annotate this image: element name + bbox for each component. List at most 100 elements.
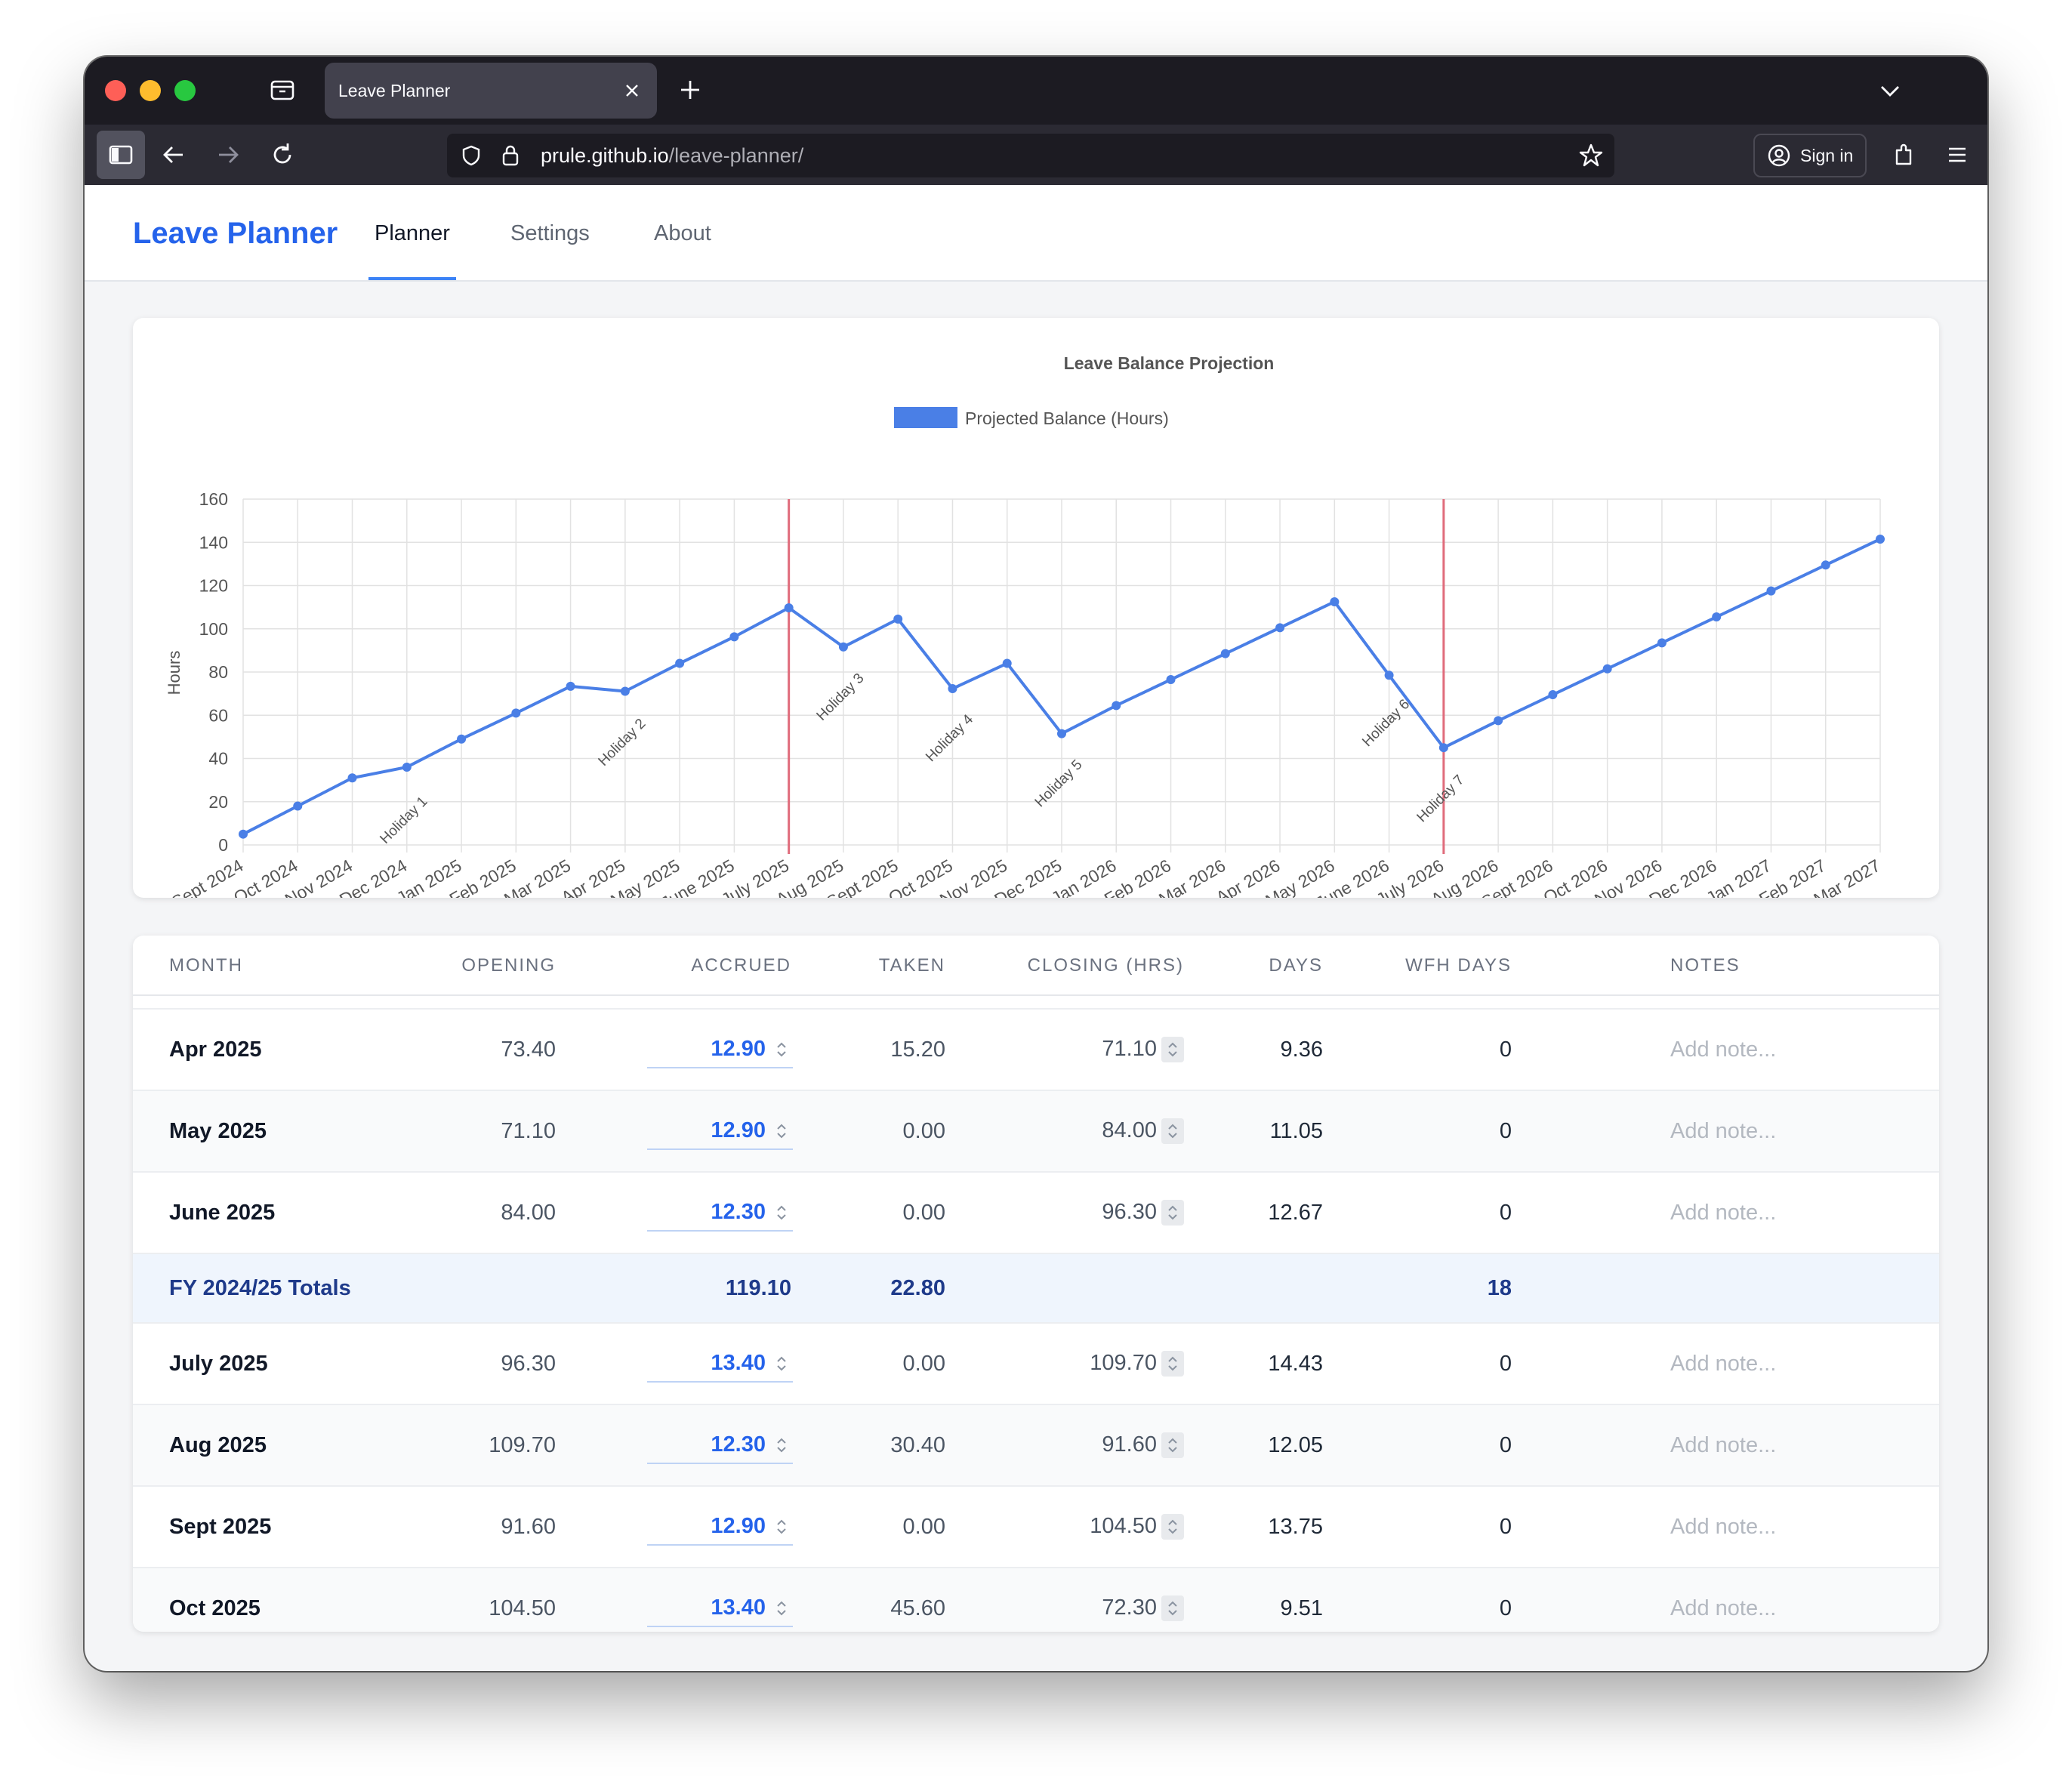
closing-stepper[interactable] — [1161, 1037, 1184, 1062]
menu-button[interactable] — [1933, 131, 1981, 179]
back-button[interactable] — [150, 131, 198, 179]
stepper-icon[interactable] — [773, 1515, 790, 1538]
maximize-window-button[interactable] — [174, 80, 196, 101]
notes-input[interactable]: Add note... — [1670, 1037, 1777, 1062]
data-point[interactable] — [511, 708, 521, 718]
th-opening[interactable]: OPENING — [461, 955, 556, 976]
closing-input[interactable]: 84.00 — [1033, 1114, 1184, 1148]
data-point[interactable] — [239, 829, 248, 839]
data-point[interactable] — [729, 632, 739, 642]
data-point[interactable] — [1220, 649, 1230, 658]
notes-input[interactable]: Add note... — [1670, 1352, 1777, 1376]
data-point[interactable] — [948, 684, 957, 694]
data-point[interactable] — [1275, 623, 1285, 633]
reload-button[interactable] — [258, 131, 307, 179]
th-taken[interactable]: TAKEN — [878, 955, 945, 976]
closing-stepper[interactable] — [1161, 1514, 1184, 1540]
data-point[interactable] — [1602, 664, 1612, 674]
stepper-icon[interactable] — [773, 1120, 790, 1142]
nav-planner[interactable]: Planner — [375, 221, 450, 245]
closing-stepper[interactable] — [1161, 1200, 1184, 1226]
closing-stepper[interactable] — [1161, 1351, 1184, 1377]
sign-in-button[interactable]: Sign in — [1753, 134, 1867, 177]
data-point[interactable] — [1384, 671, 1394, 680]
closing-input[interactable]: 91.60 — [1033, 1428, 1184, 1463]
shield-icon[interactable] — [459, 143, 483, 168]
data-point[interactable] — [1438, 743, 1448, 753]
accrued-input[interactable]: 12.90 — [647, 1032, 793, 1068]
data-point[interactable] — [402, 762, 412, 772]
close-window-button[interactable] — [105, 80, 126, 101]
lock-icon[interactable] — [498, 143, 523, 168]
notes-input[interactable]: Add note... — [1670, 1119, 1777, 1143]
th-notes[interactable]: NOTES — [1670, 955, 1741, 976]
accrued-input[interactable]: 12.30 — [647, 1428, 793, 1464]
data-point[interactable] — [675, 658, 685, 668]
stepper-icon[interactable] — [773, 1352, 790, 1375]
closing-stepper[interactable] — [1161, 1432, 1184, 1458]
data-point[interactable] — [838, 642, 848, 652]
nav-about[interactable]: About — [654, 221, 711, 245]
sidebar-toggle-button[interactable] — [97, 131, 145, 179]
notes-input[interactable]: Add note... — [1670, 1433, 1777, 1457]
th-month[interactable]: MONTH — [169, 955, 243, 976]
notes-input[interactable]: Add note... — [1670, 1201, 1777, 1225]
th-days[interactable]: DAYS — [1269, 955, 1323, 976]
accrued-input[interactable]: 12.90 — [647, 1114, 793, 1150]
new-tab-icon[interactable] — [677, 76, 704, 103]
data-point[interactable] — [347, 773, 357, 783]
data-point[interactable] — [566, 681, 575, 691]
accrued-input[interactable]: 13.40 — [647, 1591, 793, 1627]
data-point[interactable] — [457, 734, 467, 744]
extensions-button[interactable] — [1880, 131, 1929, 179]
accrued-input[interactable]: 12.90 — [647, 1509, 793, 1546]
th-closing[interactable]: CLOSING (HRS) — [1027, 955, 1184, 976]
data-point[interactable] — [1766, 586, 1776, 596]
stepper-icon[interactable] — [773, 1201, 790, 1224]
tab-leave-planner[interactable]: Leave Planner — [325, 63, 657, 119]
th-accrued[interactable]: ACCRUED — [691, 955, 791, 976]
data-point[interactable] — [1657, 638, 1667, 648]
address-bar[interactable]: prule.github.io/leave-planner/ — [447, 134, 1614, 177]
tab-groups-icon[interactable] — [267, 75, 298, 105]
closing-input[interactable]: 104.50 — [1033, 1509, 1184, 1544]
closing-input[interactable]: 72.30 — [1033, 1591, 1184, 1626]
th-wfh[interactable]: WFH DAYS — [1405, 955, 1512, 976]
closing-input[interactable]: 109.70 — [1033, 1346, 1184, 1381]
accrued-input[interactable]: 13.40 — [647, 1346, 793, 1383]
closing-input[interactable]: 71.10 — [1033, 1032, 1184, 1067]
stepper-icon[interactable] — [773, 1434, 790, 1457]
data-point[interactable] — [784, 603, 794, 612]
forward-button[interactable] — [204, 131, 252, 179]
notes-input[interactable]: Add note... — [1670, 1596, 1777, 1620]
data-point[interactable] — [1821, 560, 1830, 570]
data-point[interactable] — [1494, 716, 1503, 726]
browser-window: Leave Planner — [85, 57, 1987, 1671]
data-point[interactable] — [1330, 597, 1340, 606]
minimize-window-button[interactable] — [140, 80, 161, 101]
data-point[interactable] — [1002, 658, 1012, 668]
accrued-input[interactable]: 12.30 — [647, 1195, 793, 1232]
bookmark-star-icon[interactable] — [1578, 143, 1604, 168]
data-point[interactable] — [1057, 729, 1066, 738]
data-point[interactable] — [893, 614, 903, 624]
closing-stepper[interactable] — [1161, 1595, 1184, 1621]
closing-stepper[interactable] — [1161, 1118, 1184, 1144]
close-tab-icon[interactable] — [622, 81, 642, 100]
table-body[interactable]: Apr 2025 73.40 12.90 15.20 71.10 9.36 0 Add not… — [133, 1008, 1939, 1632]
data-point[interactable] — [1112, 701, 1121, 711]
closing-input[interactable]: 96.30 — [1033, 1195, 1184, 1230]
stepper-icon[interactable] — [773, 1038, 790, 1061]
data-point[interactable] — [1876, 534, 1885, 544]
data-point[interactable] — [1712, 612, 1722, 622]
url-text[interactable]: prule.github.io/leave-planner/ — [541, 134, 803, 177]
stepper-icon[interactable] — [773, 1597, 790, 1620]
app-brand[interactable]: Leave Planner — [133, 217, 338, 250]
chevron-down-icon[interactable] — [1877, 78, 1903, 103]
notes-input[interactable]: Add note... — [1670, 1515, 1777, 1539]
nav-settings[interactable]: Settings — [510, 221, 590, 245]
data-point[interactable] — [620, 686, 630, 696]
data-point[interactable] — [293, 801, 303, 811]
data-point[interactable] — [1548, 690, 1558, 700]
data-point[interactable] — [1166, 675, 1176, 685]
